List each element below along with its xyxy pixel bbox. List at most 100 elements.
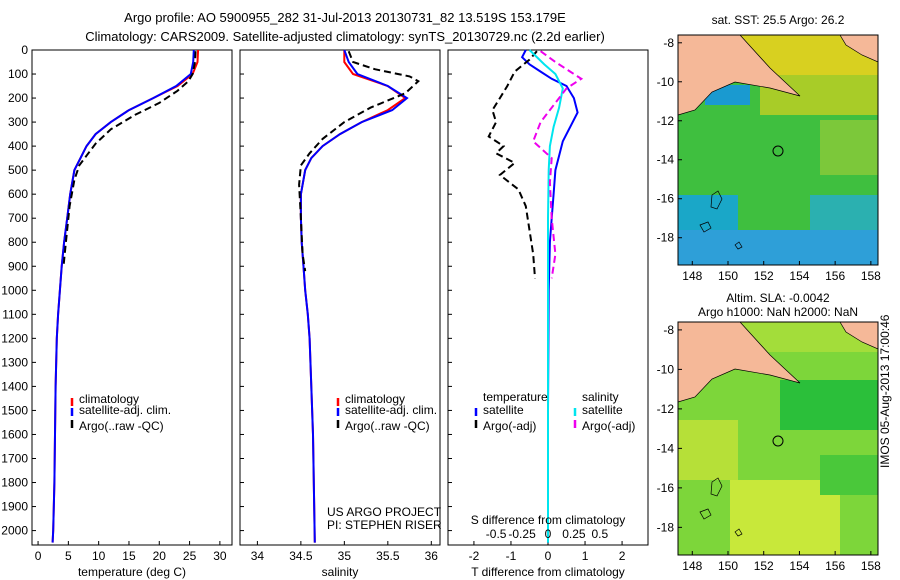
sla-map-panel: Altim. SLA: -0.0042 Argo h1000: NaN h200…	[657, 291, 882, 573]
lon-tick-label: 150	[718, 269, 738, 283]
pi-annotation: PI: STEPHEN RISER	[327, 518, 442, 532]
lon-tick-label: 154	[789, 559, 809, 573]
s-tick-label: 0.5	[592, 527, 609, 541]
x-tick-label: -1	[506, 549, 517, 563]
sst-map-ticks: 148 150 152 154 156 158 -8 -10 -12 -14 -16 -18	[657, 36, 882, 283]
sla-map-title-1: Altim. SLA: -0.0042	[726, 291, 830, 305]
project-annotation: US ARGO PROJECT	[327, 505, 442, 519]
lat-tick-label: -14	[657, 153, 675, 167]
x-tick-label: -2	[469, 549, 480, 563]
salinity-legend: climatology satellite-adj. clim. Argo(..…	[336, 392, 437, 433]
x-tick-label: 36	[425, 549, 439, 563]
x-tick-label: 34.5	[289, 549, 313, 563]
y-tick-label: 1400	[1, 379, 28, 393]
y-tick-label: 1800	[1, 476, 28, 490]
lat-tick-label: -14	[657, 441, 675, 455]
argo-float-marker	[772, 145, 784, 157]
x-tick-label: 25	[183, 549, 197, 563]
lat-tick-label: -12	[657, 402, 675, 416]
sla-map-field	[677, 321, 879, 555]
lat-tick-label: -16	[657, 192, 675, 206]
legend-header-temperature: temperature	[483, 390, 548, 404]
coastline-land	[677, 321, 801, 403]
sla-low-patch	[820, 455, 878, 495]
lon-tick-label: 152	[754, 559, 774, 573]
y-tick-label: 1500	[1, 403, 28, 417]
sla-low-patch	[780, 380, 878, 430]
y-tick-label: 1600	[1, 427, 28, 441]
salinity-xlabel: salinity	[322, 565, 359, 579]
series-line-temperature-satellite	[520, 49, 579, 543]
difference-xlabel: T difference from climatology	[471, 565, 625, 579]
s-tick-label: 0	[545, 527, 552, 541]
s-tick-label: -0.25	[508, 527, 536, 541]
x-tick-label: 2	[619, 549, 626, 563]
sst-cool-patch	[810, 195, 878, 230]
figure-title-line1: Argo profile: AO 5900955_282 31-Jul-2013…	[124, 10, 566, 25]
legend-label-argo: Argo(..raw -QC)	[345, 419, 430, 433]
temperature-axes-frame	[31, 49, 233, 546]
coastline-land	[677, 34, 801, 116]
sla-high-patch	[678, 420, 738, 480]
reef-outlines	[699, 190, 743, 250]
x-tick-label: 1	[582, 549, 589, 563]
series-line-salinity-argo-adj-	[532, 50, 584, 279]
reef-outlines	[699, 477, 743, 537]
y-tick-label: 1000	[1, 283, 28, 297]
temperature-legend: climatology satellite-adj. clim. Argo(..…	[70, 392, 171, 433]
lat-tick-label: -10	[657, 362, 675, 376]
legend-label-t-argo: Argo(-adj)	[483, 419, 536, 433]
lon-tick-label: 158	[861, 559, 881, 573]
figure-title-line2: Climatology: CARS2009. Satellite-adjuste…	[85, 29, 605, 44]
lon-tick-label: 156	[825, 559, 845, 573]
sla-map-title-2: Argo h1000: NaN h2000: NaN	[698, 305, 858, 319]
lat-tick-label: -8	[663, 36, 674, 50]
difference-series	[487, 49, 584, 543]
lon-tick-label: 154	[789, 269, 809, 283]
x-tick-label: 0	[545, 549, 552, 563]
temperature-panel: 0 5 10 15 20 25 300100200300400500600700800900…	[1, 43, 233, 579]
legend-label-t-satellite: satellite	[483, 403, 524, 417]
lon-tick-label: 150	[718, 559, 738, 573]
y-tick-label: 1200	[1, 331, 28, 345]
s-difference-tick-labels: -0.5 -0.25 0 0.25 0.5	[486, 527, 609, 541]
temperature-series	[51, 49, 200, 543]
legend-label-satellite: satellite-adj. clim.	[79, 403, 171, 417]
salinity-axis-ticks: 34 34.5 35 35.5 36	[240, 49, 439, 563]
sst-mid-patch	[820, 120, 878, 175]
y-tick-label: 700	[8, 211, 28, 225]
lat-tick-label: -16	[657, 481, 675, 495]
x-tick-label: 20	[153, 549, 167, 563]
y-tick-label: 600	[8, 187, 28, 201]
x-tick-label: 15	[122, 549, 136, 563]
x-tick-label: 5	[65, 549, 72, 563]
y-tick-label: 100	[8, 67, 28, 81]
temperature-xlabel: temperature (deg C)	[78, 565, 186, 579]
s-tick-label: -0.5	[486, 527, 507, 541]
legend-label-s-argo: Argo(-adj)	[582, 419, 635, 433]
legend-label-climatology: climatology	[345, 392, 405, 406]
sst-cool-patch	[678, 195, 738, 230]
series-line-satellite-adj-clim-	[299, 49, 409, 543]
legend-label-s-satellite: satellite	[582, 403, 623, 417]
imos-timestamp: IMOS 05-Aug-2013 17:00:46	[878, 314, 892, 468]
temperature-axis-ticks: 0 5 10 15 20 25 300100200300400500600700800900…	[1, 43, 227, 563]
y-tick-label: 800	[8, 235, 28, 249]
difference-legend: temperature salinity satellite Argo(-adj…	[474, 390, 635, 433]
y-tick-label: 1100	[2, 307, 28, 321]
difference-panel: -2 -1 0 1 2 T difference from climatology S …	[447, 49, 649, 579]
y-tick-label: 500	[8, 163, 28, 177]
lon-tick-label: 158	[861, 269, 881, 283]
series-line-salinity-satellite	[528, 49, 564, 543]
x-tick-label: 35.5	[376, 549, 400, 563]
salinity-series	[298, 49, 420, 543]
lon-tick-label: 148	[682, 559, 702, 573]
y-tick-label: 1700	[1, 451, 28, 465]
lat-tick-label: -8	[663, 323, 674, 337]
y-tick-label: 400	[8, 139, 28, 153]
salinity-panel: 34 34.5 35 35.5 36 salinity climatology sate…	[239, 49, 442, 579]
s-difference-label: S difference from climatology	[471, 513, 626, 527]
lon-tick-label: 148	[682, 269, 702, 283]
x-tick-label: 30	[213, 549, 227, 563]
